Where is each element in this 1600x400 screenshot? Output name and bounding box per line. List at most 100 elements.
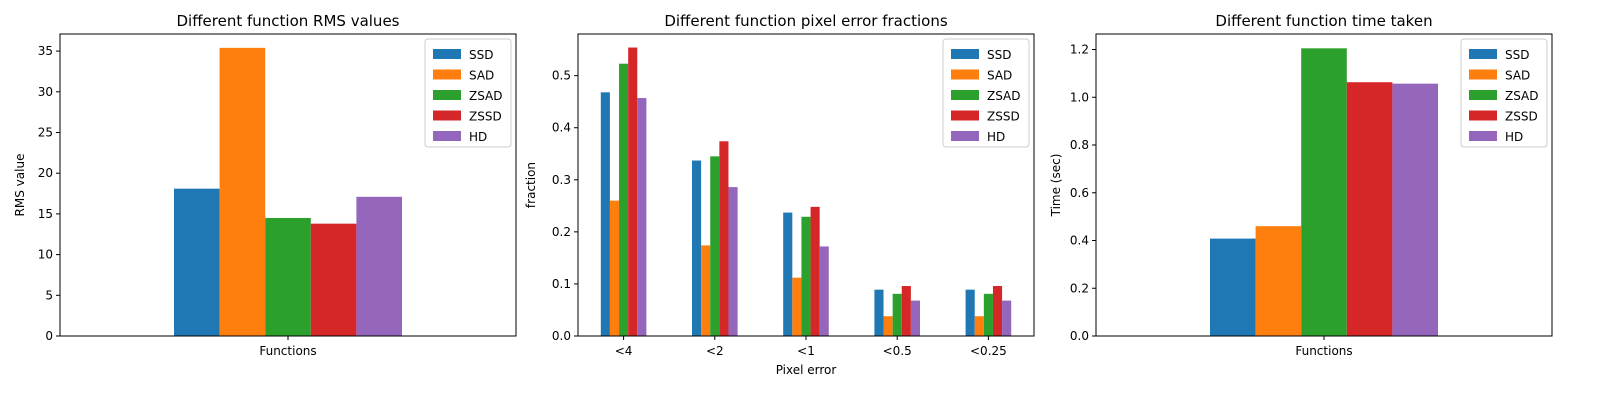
legend-label-zssd: ZSSD <box>469 110 502 124</box>
bar-ssd-3 <box>783 212 793 336</box>
bar-ssd-5 <box>965 289 975 336</box>
y-tick-label: 10 <box>38 248 53 262</box>
legend-label-hd: HD <box>987 130 1005 144</box>
bar-zssd-3 <box>810 206 820 336</box>
legend-swatch-sad <box>1469 69 1497 80</box>
bar-ssd-1 <box>174 188 220 336</box>
y-tick-label: 0.3 <box>552 173 571 187</box>
legend-label-zsad: ZSAD <box>469 89 503 103</box>
bar-sad-4 <box>883 316 893 336</box>
bar-zsad-3 <box>801 216 811 336</box>
bar-zsad-1 <box>619 63 629 336</box>
y-axis-label: fraction <box>524 162 538 208</box>
legend-swatch-sad <box>951 69 979 80</box>
legend-swatch-zsad <box>433 90 461 100</box>
y-tick-label: 0.0 <box>1070 329 1089 343</box>
legend-swatch-hd <box>1469 131 1497 141</box>
bar-zssd-1 <box>1346 82 1393 336</box>
legend-label-zssd: ZSSD <box>1505 110 1538 124</box>
chart-panel-1: Different function RMS values 0 5 10 15 20 25 3… <box>13 12 517 358</box>
y-tick-label: 1.0 <box>1070 90 1089 104</box>
legend-label-zsad: ZSAD <box>1505 89 1539 103</box>
y-tick-label: 0.2 <box>552 225 571 239</box>
x-axis-label: Pixel error <box>776 363 837 377</box>
bar-hd-3 <box>819 246 829 336</box>
chart-title: Different function time taken <box>1215 12 1432 30</box>
bar-ssd-4 <box>874 289 884 336</box>
legend-swatch-sad <box>433 69 461 80</box>
bar-ssd-2 <box>692 160 702 336</box>
bar-zssd-5 <box>992 286 1003 336</box>
bar-zssd-2 <box>719 141 729 336</box>
bar-zsad-2 <box>710 156 720 336</box>
bar-sad-5 <box>974 316 984 336</box>
x-tick-label: Functions <box>1295 344 1352 358</box>
y-tick-label: 5 <box>45 288 53 302</box>
bar-hd-1 <box>356 196 402 336</box>
legend-swatch-zssd <box>433 110 461 121</box>
bar-zssd-1 <box>628 47 638 336</box>
legend-swatch-ssd <box>951 49 979 59</box>
legend: SSD SAD ZSAD ZSSD HD <box>1460 38 1548 148</box>
bar-zssd-4 <box>901 286 911 336</box>
legend-swatch-zsad <box>951 90 979 100</box>
legend-label-ssd: SSD <box>1505 48 1529 62</box>
bar-zsad-1 <box>265 217 311 336</box>
y-tick-label: 0.4 <box>1070 234 1089 248</box>
legend-swatch-zsad <box>1469 90 1497 100</box>
legend-swatch-zssd <box>951 110 979 121</box>
bar-zssd-1 <box>310 223 357 336</box>
bar-sad-3 <box>792 277 802 336</box>
bar-sad-1 <box>219 47 266 336</box>
y-tick-label: 20 <box>38 166 53 180</box>
bar-hd-4 <box>910 300 920 336</box>
y-tick-label: 1.2 <box>1070 43 1089 57</box>
chart-panel-2: Different function pixel error fractions… <box>524 12 1035 377</box>
y-axis-label: Time (sec) <box>1049 154 1063 218</box>
y-tick-label: 0 <box>45 329 53 343</box>
bar-zsad-5 <box>983 293 993 336</box>
chart-panel-3: Different function time taken 0.0 0.2 0.4 0.… <box>1049 12 1553 358</box>
y-tick-label: 15 <box>38 207 53 221</box>
bar-hd-1 <box>637 98 647 336</box>
y-tick-label: 35 <box>38 44 53 58</box>
y-tick-label: 0.0 <box>552 329 571 343</box>
y-tick-label: 0.1 <box>552 277 571 291</box>
legend-label-sad: SAD <box>1505 69 1530 83</box>
chart-title: Different function pixel error fractions <box>664 12 948 30</box>
bar-hd-2 <box>728 187 738 336</box>
x-tick-label: <0.25 <box>970 344 1007 358</box>
bar-zsad-1 <box>1301 48 1347 337</box>
legend-swatch-hd <box>433 131 461 141</box>
legend-label-sad: SAD <box>987 69 1012 83</box>
bar-ssd-1 <box>1210 238 1256 336</box>
y-axis-label: RMS value <box>13 154 27 217</box>
legend-label-hd: HD <box>469 130 487 144</box>
x-tick-label: <2 <box>706 344 724 358</box>
y-tick-label: 0.2 <box>1070 281 1089 295</box>
y-tick-label: 25 <box>38 125 53 139</box>
legend: SSD SAD ZSAD ZSSD HD <box>424 38 512 148</box>
legend-label-hd: HD <box>1505 130 1523 144</box>
y-tick-label: 0.6 <box>1070 186 1089 200</box>
x-tick-label: <1 <box>797 344 815 358</box>
y-tick-label: 0.5 <box>552 69 571 83</box>
legend-label-ssd: SSD <box>469 48 493 62</box>
legend: SSD SAD ZSAD ZSSD HD <box>942 38 1030 148</box>
bar-zsad-4 <box>892 293 902 336</box>
plot-frame <box>59 33 517 337</box>
bar-sad-2 <box>701 245 711 336</box>
legend-swatch-ssd <box>433 49 461 59</box>
bar-ssd-1 <box>600 92 610 337</box>
y-tick-label: 0.8 <box>1070 138 1089 152</box>
bar-hd-5 <box>1002 300 1012 336</box>
bar-sad-1 <box>1255 226 1302 336</box>
legend-swatch-ssd <box>1469 49 1497 59</box>
x-tick-label: Functions <box>259 344 316 358</box>
y-tick-label: 30 <box>38 85 53 99</box>
x-tick-label: <0.5 <box>883 344 912 358</box>
chart-title: Different function RMS values <box>177 12 400 30</box>
legend-label-ssd: SSD <box>987 48 1011 62</box>
bar-sad-1 <box>609 200 620 336</box>
